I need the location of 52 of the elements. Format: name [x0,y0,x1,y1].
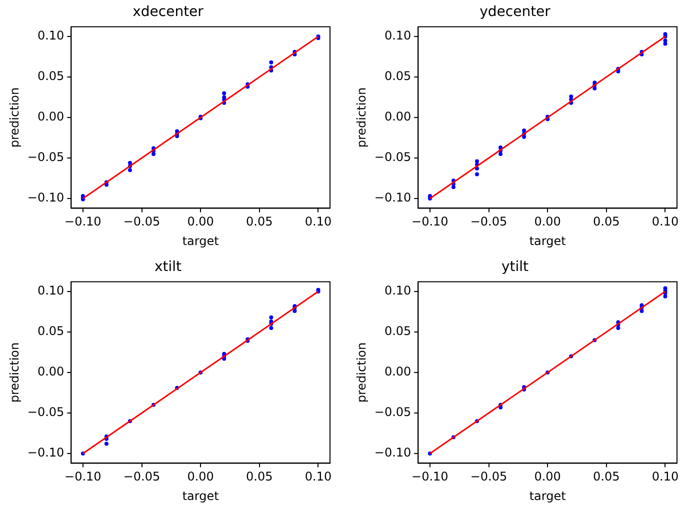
y-tick-label: −0.10 [27,190,64,205]
x-tick-label: 0.05 [593,214,620,229]
x-tick-label: −0.10 [412,470,448,484]
y-tick-label: −0.10 [374,446,412,460]
y-tick-label: 0.10 [384,28,412,43]
chart-title: ytilt [501,259,530,276]
x-tick-label: −0.10 [412,214,448,229]
y-tick-label: 0.00 [384,110,412,124]
y-tick-label: −0.05 [27,405,64,420]
x-tick-label: 0.10 [652,470,679,484]
chart-title: xtilt [154,259,182,276]
y-tick-label: 0.10 [384,284,412,298]
y-tick-label: −0.10 [27,446,64,460]
y-tick-label: 0.05 [384,69,412,84]
x-axis-title: target [182,234,220,248]
x-tick-label: −0.10 [64,470,102,484]
y-tick-label: 0.10 [37,28,64,43]
y-tick-label: −0.05 [27,150,64,164]
x-axis-title: target [529,488,566,503]
y-tick-label: 0.00 [37,364,64,379]
x-tick-label: −0.05 [470,214,508,229]
x-tick-label: 0.05 [593,470,620,484]
x-tick-label: 0.00 [534,214,561,229]
x-tick-label: −0.05 [470,470,508,484]
y-tick-label: 0.05 [37,324,64,338]
y-tick-label: 0.10 [37,284,64,298]
x-tick-label: 0.10 [304,214,332,229]
chart-title: xdecenter [132,4,204,20]
y-tick-label: 0.00 [384,364,412,379]
x-tick-label: −0.05 [123,470,160,484]
x-axis-title: target [182,488,220,503]
y-tick-label: 0.05 [37,69,64,84]
y-tick-label: 0.00 [37,110,64,124]
y-tick-label: −0.05 [374,405,412,420]
y-axis-title: prediction [354,342,368,403]
x-tick-label: 0.05 [246,214,273,229]
x-tick-label: −0.10 [64,214,102,229]
y-axis-title: prediction [7,87,22,148]
y-axis-title: prediction [7,342,22,403]
x-tick-label: −0.05 [123,214,160,229]
chart-title: ydecenter [480,4,551,20]
x-tick-label: 0.00 [187,214,214,229]
y-tick-label: −0.10 [374,190,412,205]
x-tick-label: 0.05 [246,470,273,484]
x-tick-label: 0.00 [187,470,214,484]
y-tick-label: −0.05 [374,150,412,164]
x-axis-title: target [529,234,566,248]
y-tick-label: 0.05 [384,324,412,338]
x-tick-label: 0.10 [304,470,332,484]
y-axis-title: prediction [354,87,368,148]
x-tick-label: 0.00 [534,470,561,484]
x-tick-label: 0.10 [652,214,679,229]
